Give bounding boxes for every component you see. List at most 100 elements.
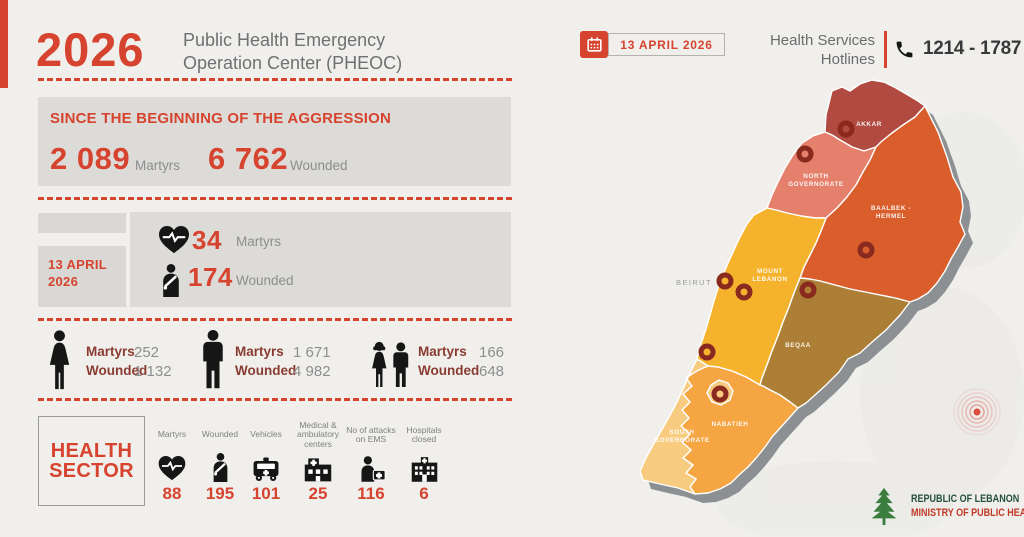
- ambulance-icon: [239, 451, 293, 482]
- wounded-person-icon: [158, 264, 184, 302]
- south-label-line1: SOUTH: [669, 429, 694, 436]
- hs-item-medical-centers: Medical & ambulatory centers 25: [291, 419, 345, 504]
- hs-hospitals-closed-label: Hospitals closed: [406, 424, 442, 444]
- hs-item-hospitals-closed: Hospitals closed 6: [397, 419, 451, 504]
- men-wounded-value: 4 982: [293, 363, 331, 380]
- phone-icon: [894, 39, 915, 65]
- page-title: Public Health Emergency Operation Center…: [183, 29, 402, 75]
- mount-lebanon-label-line1: MOUNT: [757, 268, 783, 275]
- dashed-divider: [38, 78, 512, 81]
- mount-lebanon-label-line2: LEBANON: [752, 276, 787, 283]
- beirut-label: BEIRUT: [676, 278, 712, 287]
- beqaa-label: BEQAA: [785, 342, 811, 349]
- strike-marker-icon: [837, 120, 855, 138]
- year-heading: 2026: [36, 23, 145, 76]
- lebanon-map: BEIRUT AKKAR NORTH GOVERNORATE BAALBEK -…: [639, 79, 1024, 535]
- hotline-number: 1214 - 1787: [923, 38, 1022, 59]
- decor-box: [38, 213, 126, 233]
- total-martyrs-label: Martyrs: [135, 158, 180, 173]
- baalbek-label-line2: HERMEL: [876, 213, 906, 220]
- daily-date-line2: 2026: [48, 274, 79, 289]
- hs-vehicles-label: Vehicles: [250, 429, 282, 440]
- strike-markers: [698, 120, 875, 403]
- north-label-line2: GOVERNORATE: [788, 181, 843, 188]
- children-wounded-value: 648: [479, 363, 505, 380]
- women-wounded-value: 1 132: [134, 363, 172, 380]
- ministry-of-public-health-label: MINISTRY OF PUBLIC HEALTH: [911, 507, 1024, 519]
- hs-medical-centers-value: 25: [308, 484, 328, 503]
- hotline-label: Health Services Hotlines: [718, 31, 875, 69]
- page-title-line1: Public Health Emergency: [183, 30, 386, 50]
- divider: [884, 31, 887, 68]
- strike-marker-icon: [698, 343, 716, 361]
- clinic-icon: [291, 451, 345, 482]
- children-wounded-label: Wounded: [418, 363, 480, 378]
- wounded-person-icon: [193, 451, 247, 482]
- dashed-divider: [38, 197, 512, 200]
- daily-martyrs-value: 34: [192, 225, 222, 255]
- total-wounded-value: 6 762: [208, 141, 289, 176]
- hospital-icon: [397, 451, 451, 482]
- akkar-label: AKKAR: [856, 121, 882, 128]
- hotline-label-line2: Hotlines: [820, 51, 875, 68]
- strike-marker-icon: [857, 241, 875, 259]
- hs-ems-attacks-value: 116: [357, 484, 385, 503]
- hs-item-vehicles: Vehicles 101: [239, 419, 293, 504]
- hotline-label-line1: Health Services: [769, 32, 875, 49]
- north-label-line1: NORTH: [803, 173, 828, 180]
- strike-marker-icon: [796, 145, 814, 163]
- baalbek-label-line1: BAALBEK -: [871, 205, 911, 212]
- daily-wounded-value: 174: [188, 262, 233, 292]
- hs-martyrs-label: Martyrs: [157, 429, 187, 440]
- hs-martyrs-value: 88: [162, 484, 182, 503]
- heart-pulse-icon: [157, 225, 191, 260]
- dashed-divider: [38, 318, 512, 321]
- total-wounded-label: Wounded: [290, 158, 348, 173]
- health-sector-title-line2: SECTOR: [49, 460, 134, 482]
- men-wounded-label: Wounded: [235, 363, 297, 378]
- children-icon: [368, 341, 414, 393]
- strike-marker-icon: [799, 281, 817, 299]
- strike-marker-icon: [711, 385, 729, 403]
- women-wounded-label: Wounded: [86, 363, 148, 378]
- left-accent-bar: [0, 0, 8, 88]
- strike-marker-icon: [716, 272, 734, 290]
- daily-wounded-label: Wounded: [236, 273, 294, 288]
- men-martyrs-value: 1 671: [293, 344, 331, 361]
- man-icon: [200, 328, 226, 396]
- health-sector-title-box: HEALTH SECTOR: [38, 416, 145, 506]
- daily-martyrs-label: Martyrs: [236, 234, 281, 249]
- south-label-line2: GOVERNORATE: [654, 437, 709, 444]
- map-region-beqaa[interactable]: [759, 277, 911, 409]
- republic-of-lebanon-label: REPUBLIC OF LEBANON: [911, 493, 1020, 505]
- cedar-logo-icon: [865, 486, 903, 531]
- women-martyrs-label: Martyrs: [86, 344, 135, 359]
- heart-pulse-icon: [145, 451, 199, 482]
- page-title-line2: Operation Center (PHEOC): [183, 53, 403, 73]
- hs-wounded-value: 195: [205, 484, 235, 503]
- hs-item-ems-attacks: No of attacks on EMS 116: [344, 419, 398, 504]
- map-region-south[interactable]: [639, 358, 709, 495]
- hs-ems-attacks-label: No of attacks on EMS: [346, 424, 396, 444]
- hs-item-wounded: Wounded 195: [193, 419, 247, 504]
- aggression-heading: SINCE THE BEGINNING OF THE AGGRESSION: [50, 110, 392, 127]
- hs-item-martyrs: Martyrs 88: [145, 419, 199, 504]
- date-badge: 13 APRIL 2026: [608, 33, 725, 56]
- nabatieh-label: NABATIEH: [712, 421, 749, 428]
- aggression-summary-box: SINCE THE BEGINNING OF THE AGGRESSION 2 …: [38, 97, 511, 186]
- hs-vehicles-value: 101: [251, 484, 281, 503]
- children-martyrs-value: 166: [479, 344, 505, 361]
- women-martyrs-value: 252: [134, 344, 160, 361]
- woman-icon: [44, 329, 75, 396]
- hs-hospitals-closed-value: 6: [419, 484, 429, 503]
- children-martyrs-label: Martyrs: [418, 344, 467, 359]
- hs-medical-centers-label: Medical & ambulatory centers: [296, 419, 340, 449]
- health-sector-title-line1: HEALTH: [50, 440, 133, 462]
- paramedic-icon: [344, 451, 398, 482]
- pulse-rings-icon: [953, 388, 1001, 436]
- calendar-icon: [580, 31, 608, 58]
- daily-date-line1: 13 APRIL: [48, 257, 107, 272]
- hs-wounded-label: Wounded: [201, 429, 239, 440]
- men-martyrs-label: Martyrs: [235, 344, 284, 359]
